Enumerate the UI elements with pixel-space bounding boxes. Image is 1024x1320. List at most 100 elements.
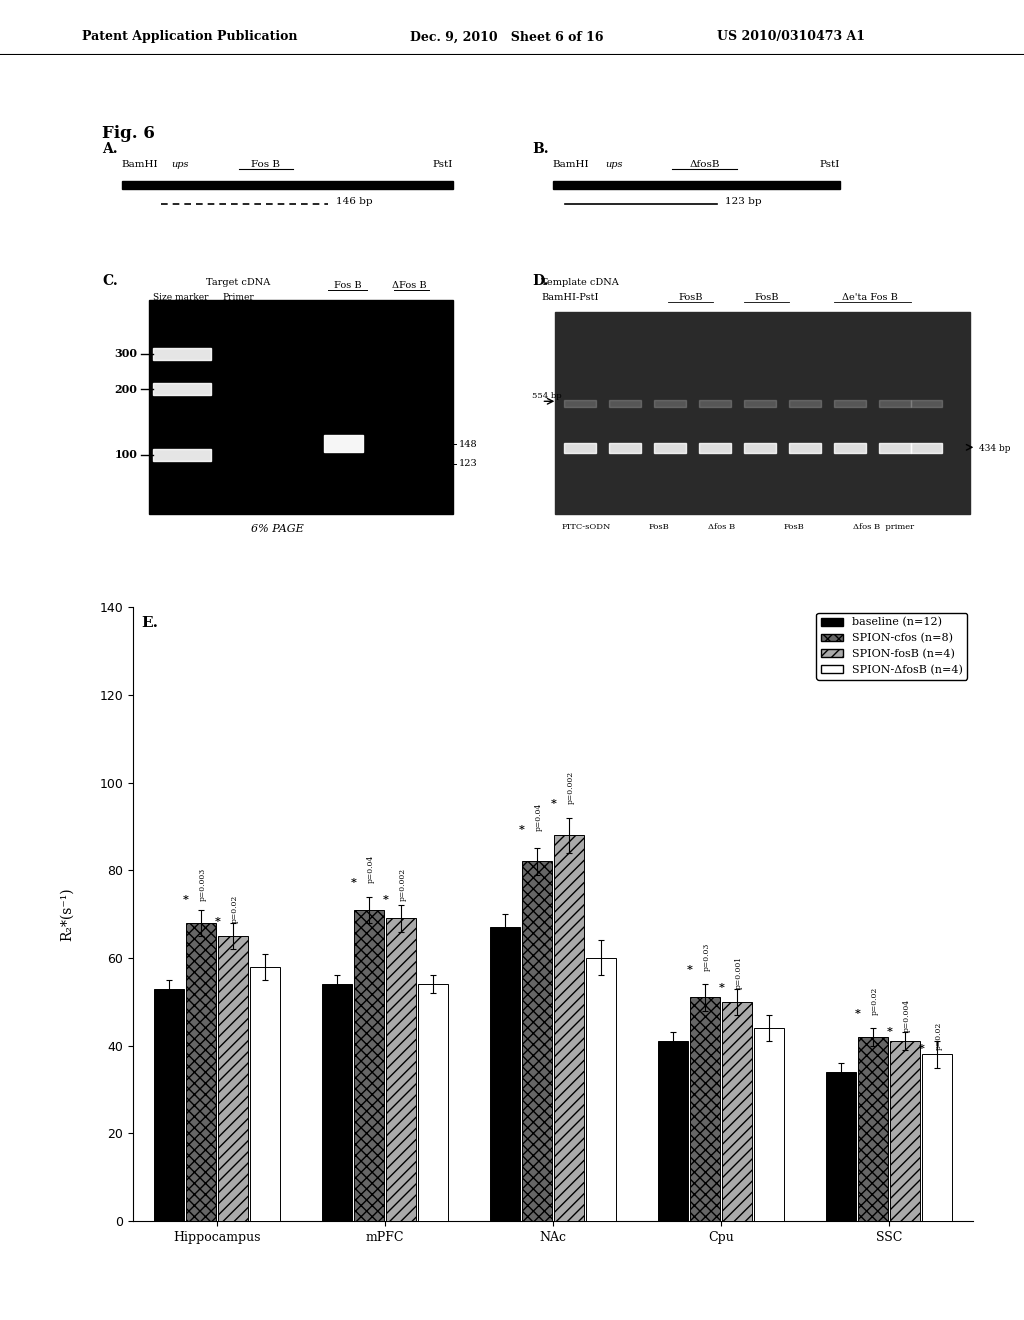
Bar xyxy=(699,444,731,453)
Text: BamHI-PstI: BamHI-PstI xyxy=(542,293,599,302)
Bar xyxy=(564,400,596,407)
Text: US 2010/0310473 A1: US 2010/0310473 A1 xyxy=(717,30,865,44)
Text: ΔFos B: ΔFos B xyxy=(392,281,427,290)
Bar xyxy=(880,444,911,453)
Text: BamHI: BamHI xyxy=(122,160,159,169)
Bar xyxy=(654,400,686,407)
Bar xyxy=(890,1041,920,1221)
Bar xyxy=(325,436,364,451)
Bar xyxy=(654,444,686,453)
Bar xyxy=(754,1028,783,1221)
Bar xyxy=(490,927,520,1221)
Bar xyxy=(790,444,821,453)
Text: *: * xyxy=(919,1043,925,1055)
Text: 6% PAGE: 6% PAGE xyxy=(251,524,304,535)
Text: p=0.03: p=0.03 xyxy=(702,942,711,972)
Bar xyxy=(722,1002,752,1221)
Bar xyxy=(555,313,970,515)
Text: FITC-sODN: FITC-sODN xyxy=(562,523,611,531)
Text: *: * xyxy=(687,965,693,975)
Text: Size marker: Size marker xyxy=(153,293,209,302)
Text: A.: A. xyxy=(102,143,118,156)
Bar xyxy=(609,444,641,453)
Bar xyxy=(153,348,211,360)
Bar xyxy=(835,400,866,407)
Text: BamHI: BamHI xyxy=(553,160,590,169)
Bar xyxy=(744,444,776,453)
Bar xyxy=(564,444,596,453)
Bar xyxy=(911,400,942,407)
Text: PstI: PstI xyxy=(819,160,840,169)
Bar xyxy=(790,400,821,407)
Bar xyxy=(418,985,447,1221)
Text: *: * xyxy=(519,824,525,836)
Text: p=0.003: p=0.003 xyxy=(199,867,207,902)
Bar xyxy=(522,862,552,1221)
Bar xyxy=(826,1072,856,1221)
Text: ΔfosB: ΔfosB xyxy=(689,160,720,169)
Text: ΔFosb: ΔFosb xyxy=(394,302,425,312)
Bar xyxy=(250,966,280,1221)
Text: *: * xyxy=(383,895,389,906)
Bar xyxy=(354,909,384,1221)
Bar xyxy=(699,400,731,407)
Text: Patent Application Publication: Patent Application Publication xyxy=(82,30,297,44)
Bar xyxy=(658,1041,688,1221)
Bar xyxy=(744,400,776,407)
Bar xyxy=(690,998,720,1221)
Text: 100: 100 xyxy=(115,449,137,461)
Text: ups: ups xyxy=(171,160,189,169)
Bar xyxy=(122,181,453,190)
Text: Dec. 9, 2010   Sheet 6 of 16: Dec. 9, 2010 Sheet 6 of 16 xyxy=(410,30,603,44)
Text: Primer: Primer xyxy=(222,293,255,302)
Text: Target cDNA: Target cDNA xyxy=(207,279,270,288)
Text: *: * xyxy=(183,895,189,906)
Bar xyxy=(150,301,453,515)
Bar xyxy=(609,400,641,407)
Text: D.: D. xyxy=(532,273,549,288)
Bar xyxy=(586,958,615,1221)
Text: p=0.04: p=0.04 xyxy=(367,855,375,883)
Text: C.: C. xyxy=(102,273,118,288)
Bar xyxy=(554,836,584,1221)
Bar xyxy=(155,989,184,1221)
Bar xyxy=(186,923,216,1221)
Text: Δfos B: Δfos B xyxy=(709,523,735,531)
Bar xyxy=(218,936,248,1221)
Text: PstI: PstI xyxy=(432,160,453,169)
Text: Fos B: Fos B xyxy=(334,281,361,290)
Text: FosB: FosB xyxy=(335,302,359,312)
Text: 200: 200 xyxy=(115,384,137,395)
Bar xyxy=(386,919,416,1221)
Text: *: * xyxy=(215,916,221,927)
Text: 123 bp: 123 bp xyxy=(725,197,762,206)
Text: p=0.02: p=0.02 xyxy=(870,986,879,1015)
Bar xyxy=(153,384,211,396)
Legend: baseline (n=12), SPION-cfos (n=8), SPION-fosB (n=4), SPION-ΔfosB (n=4): baseline (n=12), SPION-cfos (n=8), SPION… xyxy=(816,612,968,680)
Text: Δfos B  primer: Δfos B primer xyxy=(853,523,914,531)
Text: *: * xyxy=(551,797,557,809)
Text: 434 bp: 434 bp xyxy=(979,445,1010,453)
Bar xyxy=(858,1038,888,1221)
Text: *: * xyxy=(887,1026,893,1038)
Text: 123: 123 xyxy=(459,459,477,469)
Y-axis label: R₂*(s⁻¹): R₂*(s⁻¹) xyxy=(60,887,75,941)
Text: p=0.002: p=0.002 xyxy=(566,771,574,804)
Bar xyxy=(922,1055,951,1221)
Text: FosB: FosB xyxy=(783,523,804,531)
Bar xyxy=(880,400,911,407)
Text: 300: 300 xyxy=(115,348,137,359)
Text: *: * xyxy=(855,1008,861,1019)
Text: p=0.04: p=0.04 xyxy=(535,803,543,830)
Text: Fos B: Fos B xyxy=(251,160,281,169)
Bar xyxy=(553,181,840,190)
Text: *: * xyxy=(351,876,357,888)
Text: FosB: FosB xyxy=(678,293,702,302)
Text: p=0.02: p=0.02 xyxy=(230,895,239,923)
Text: p=0.001: p=0.001 xyxy=(734,956,742,989)
Text: Template cDNA: Template cDNA xyxy=(542,279,620,288)
Text: ups: ups xyxy=(605,160,624,169)
Bar xyxy=(835,444,866,453)
Text: 146 bp: 146 bp xyxy=(336,197,373,206)
Text: 148: 148 xyxy=(459,440,477,449)
